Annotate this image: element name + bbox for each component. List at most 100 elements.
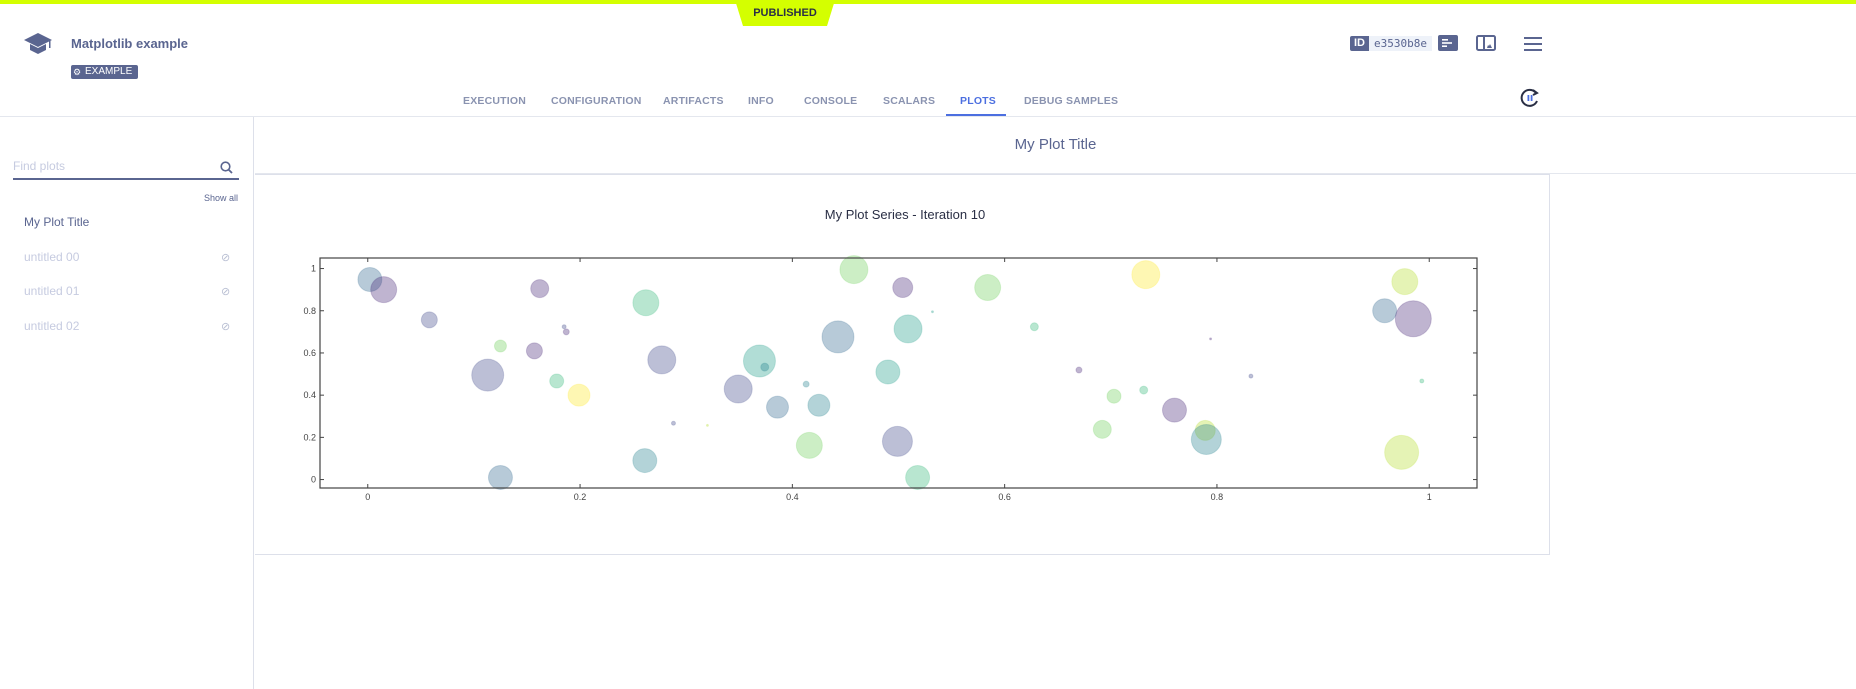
data-point [632, 289, 660, 317]
plot-container [255, 174, 1550, 555]
x-tick-label: 0.4 [786, 492, 799, 502]
data-point [930, 310, 934, 314]
menu-icon[interactable] [1524, 37, 1542, 51]
data-point [1190, 423, 1222, 455]
data-point [742, 344, 776, 378]
graduation-cap-icon [24, 33, 52, 54]
example-badge: ⚙ EXAMPLE [71, 65, 139, 79]
tab-artifacts[interactable]: ARTIFACTS [663, 95, 724, 107]
tab-configuration[interactable]: CONFIGURATION [551, 95, 642, 107]
data-point [1075, 366, 1083, 374]
eye-slash-icon[interactable]: ⊘ [221, 252, 231, 264]
find-plots-input[interactable]: Find plots [13, 157, 239, 180]
data-point [1161, 397, 1187, 423]
data-point [1209, 337, 1213, 341]
data-point [1029, 322, 1039, 332]
data-point [561, 324, 567, 330]
x-tick-label: 0.6 [998, 492, 1011, 502]
data-point [1391, 268, 1419, 296]
plot-frame [319, 257, 1478, 489]
data-point [549, 373, 565, 389]
data-point [760, 362, 770, 372]
data-point [839, 255, 869, 285]
data-point [567, 383, 591, 407]
layout-icon[interactable] [1476, 35, 1496, 51]
plot-item-my-plot-title[interactable]: My Plot Title [24, 215, 90, 229]
data-point [632, 448, 658, 474]
data-point [530, 279, 550, 299]
status-badge: PUBLISHED [735, 0, 835, 26]
data-point [1384, 434, 1420, 470]
data-point [420, 311, 438, 329]
data-point [1394, 300, 1432, 338]
data-point [905, 464, 931, 490]
plot-item-untitled-00[interactable]: untitled 00 [24, 250, 80, 264]
tab-bar: EXECUTION CONFIGURATION ARTIFACTS INFO C… [0, 86, 1856, 117]
id-badge[interactable]: ID e3530b8e [1350, 36, 1432, 51]
data-point [807, 393, 831, 417]
chart-title: My Plot Series - Iteration 10 [824, 207, 986, 222]
x-tick-label: 0 [365, 492, 370, 502]
data-point [821, 320, 855, 354]
plot-item-untitled-02[interactable]: untitled 02 [24, 319, 80, 333]
status-bar [0, 0, 1856, 4]
tab-console[interactable]: CONSOLE [804, 95, 858, 107]
data-point [892, 277, 914, 299]
data-point [795, 431, 823, 459]
search-icon[interactable] [220, 161, 233, 174]
data-point [357, 267, 383, 293]
experiment-title: Matplotlib example [71, 36, 189, 51]
x-tick-label: 0.2 [574, 492, 587, 502]
search-placeholder: Find plots [13, 159, 66, 173]
tab-scalars[interactable]: SCALARS [883, 95, 936, 107]
active-tab-indicator [946, 114, 1006, 116]
y-tick-label: 0.2 [303, 432, 316, 442]
data-point [765, 395, 789, 419]
data-point [1248, 373, 1254, 379]
plot-item-untitled-01[interactable]: untitled 01 [24, 284, 80, 298]
y-tick-label: 0.8 [303, 306, 316, 316]
data-point [525, 342, 543, 360]
eye-slash-icon[interactable]: ⊘ [221, 286, 231, 298]
auto-refresh-pause-icon[interactable] [1520, 88, 1540, 108]
data-point [1419, 378, 1425, 384]
data-point [1139, 385, 1149, 395]
data-point [802, 380, 810, 388]
id-value: e3530b8e [1369, 36, 1432, 51]
show-all-link[interactable]: Show all [204, 193, 239, 203]
data-point [1106, 388, 1122, 404]
data-point [562, 328, 570, 336]
gear-icon: ⚙ [73, 67, 82, 77]
y-tick-label: 0 [311, 475, 316, 485]
data-point [1372, 298, 1398, 324]
data-point [723, 374, 753, 404]
tab-debug-samples[interactable]: DEBUG SAMPLES [1024, 95, 1119, 107]
badge-label: EXAMPLE [85, 66, 133, 77]
y-tick-label: 0.4 [303, 390, 316, 400]
id-label: ID [1350, 36, 1369, 51]
data-point [493, 339, 507, 353]
tab-plots[interactable]: PLOTS [960, 95, 997, 107]
data-point [1131, 260, 1161, 290]
data-point [974, 274, 1002, 302]
data-point [1092, 419, 1112, 439]
y-tick-label: 1 [311, 264, 316, 274]
data-point [670, 420, 676, 426]
panel-title: My Plot Title [255, 117, 1856, 174]
x-tick-label: 0.8 [1211, 492, 1224, 502]
data-point [647, 345, 677, 375]
data-point [487, 464, 513, 490]
tab-execution[interactable]: EXECUTION [463, 95, 527, 107]
data-point [1194, 419, 1216, 441]
data-point [471, 358, 505, 392]
details-icon[interactable] [1438, 35, 1458, 51]
data-point [370, 276, 398, 304]
data-point [875, 359, 901, 385]
y-tick-label: 0.6 [303, 348, 316, 358]
data-point [705, 423, 709, 427]
eye-slash-icon[interactable]: ⊘ [221, 321, 231, 333]
data-point [881, 425, 913, 457]
x-tick-label: 1 [1427, 492, 1432, 502]
tab-info[interactable]: INFO [748, 95, 774, 107]
